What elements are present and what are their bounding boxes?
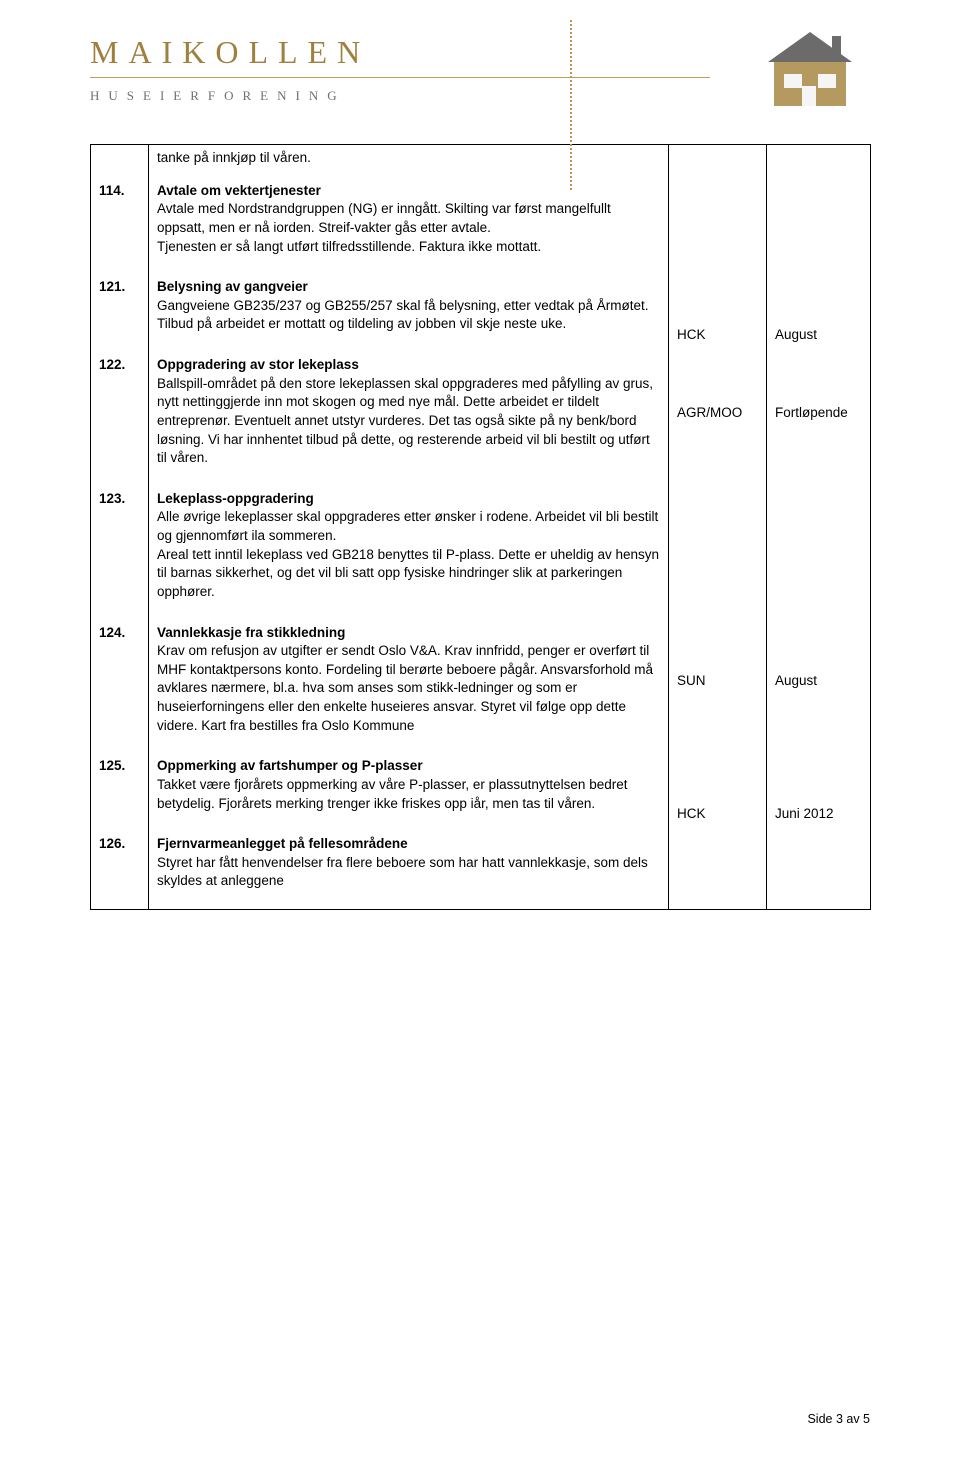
- row-responsible: [669, 486, 767, 620]
- table-row: 123. Lekeplass-oppgradering Alle øvrige le…: [91, 486, 871, 620]
- brand-subtitle: HUSEIERFORENING: [90, 88, 710, 104]
- row-number: 123.: [91, 486, 149, 620]
- table-row: 126.Fjernvarmeanlegget på fellesområdene…: [91, 831, 871, 909]
- row-responsible: HCK: [669, 274, 767, 352]
- row-title: Oppgradering av stor lekeplass: [157, 357, 359, 372]
- row-deadline: [767, 486, 871, 620]
- row-body: tanke på innkjøp til våren.: [149, 145, 669, 178]
- row-body: Fjernvarmeanlegget på fellesområdene Styr…: [149, 831, 669, 909]
- row-number: 122.: [91, 352, 149, 486]
- brand-block: MAIKOLLEN HUSEIERFORENING: [90, 34, 710, 104]
- minutes-table: tanke på innkjøp til våren.114.Avtale om…: [90, 144, 871, 910]
- row-title: Avtale om vektertjenester: [157, 183, 321, 198]
- row-text: Alle øvrige lekeplasser skal oppgraderes…: [157, 509, 658, 543]
- row-text: Ballspill-området på den store lekeplass…: [157, 376, 653, 466]
- row-text: Styret har fått henvendelser fra flere b…: [157, 855, 648, 889]
- house-icon: [750, 24, 870, 114]
- brand-rule: [90, 77, 710, 78]
- row-title: Belysning av gangveier: [157, 279, 308, 294]
- table-row: tanke på innkjøp til våren.: [91, 145, 871, 178]
- row-text: Gangveiene GB235/237 og GB255/257 skal f…: [157, 298, 649, 332]
- row-number: 125.: [91, 753, 149, 831]
- row-title: Vannlekkasje fra stikkledning: [157, 625, 345, 640]
- row-body: Vannlekkasje fra stikkledning Krav om ref…: [149, 620, 669, 754]
- row-body: Lekeplass-oppgradering Alle øvrige lekepl…: [149, 486, 669, 620]
- page-footer: Side 3 av 5: [807, 1412, 870, 1426]
- page-header: MAIKOLLEN HUSEIERFORENING: [0, 0, 960, 122]
- row-title: Lekeplass-oppgradering: [157, 491, 314, 506]
- row-number: [91, 145, 149, 178]
- row-number: 121.: [91, 274, 149, 352]
- row-body: Oppmerking av fartshumper og P-plasser Ta…: [149, 753, 669, 831]
- table-row: 122. Oppgradering av stor lekeplass Ballsp…: [91, 352, 871, 486]
- row-body: Oppgradering av stor lekeplass Ballspill-…: [149, 352, 669, 486]
- row-title: Fjernvarmeanlegget på fellesområdene: [157, 836, 408, 851]
- table-row: 124. Vannlekkasje fra stikkledning Krav om…: [91, 620, 871, 754]
- row-text: Avtale med Nordstrandgruppen (NG) er inn…: [157, 201, 611, 235]
- row-responsible: [669, 178, 767, 275]
- row-body: Belysning av gangveier Gangveiene GB235/2…: [149, 274, 669, 352]
- row-title: Oppmerking av fartshumper og P-plasser: [157, 758, 423, 773]
- row-text: tanke på innkjøp til våren.: [157, 150, 311, 165]
- row-responsible: [669, 145, 767, 178]
- row-text: Krav om refusjon av utgifter er sendt Os…: [157, 643, 653, 733]
- content-area: tanke på innkjøp til våren.114.Avtale om…: [0, 122, 960, 910]
- row-deadline: Fortløpende: [767, 352, 871, 486]
- row-deadline: Juni 2012: [767, 753, 871, 831]
- row-number: 126.: [91, 831, 149, 909]
- brand-title: MAIKOLLEN: [90, 34, 710, 71]
- row-responsible: HCK: [669, 753, 767, 831]
- row-deadline: August: [767, 274, 871, 352]
- row-deadline: [767, 145, 871, 178]
- row-number: 114.: [91, 178, 149, 275]
- row-responsible: [669, 831, 767, 909]
- row-deadline: August: [767, 620, 871, 754]
- table-row: 125.Oppmerking av fartshumper og P-plass…: [91, 753, 871, 831]
- row-text: Tjenesten er så langt utført tilfredssti…: [157, 239, 541, 254]
- row-number: 124.: [91, 620, 149, 754]
- row-text: Areal tett inntil lekeplass ved GB218 be…: [157, 547, 659, 599]
- row-deadline: [767, 178, 871, 275]
- table-row: 114. Avtale om vektertjenester Avtale med …: [91, 178, 871, 275]
- row-text: Takket være fjorårets oppmerking av våre…: [157, 777, 627, 811]
- row-body: Avtale om vektertjenester Avtale med Nord…: [149, 178, 669, 275]
- row-responsible: SUN: [669, 620, 767, 754]
- row-responsible: AGR/MOO: [669, 352, 767, 486]
- table-row: 121. Belysning av gangveier Gangveiene GB2…: [91, 274, 871, 352]
- dotted-divider: [570, 20, 572, 190]
- row-deadline: [767, 831, 871, 909]
